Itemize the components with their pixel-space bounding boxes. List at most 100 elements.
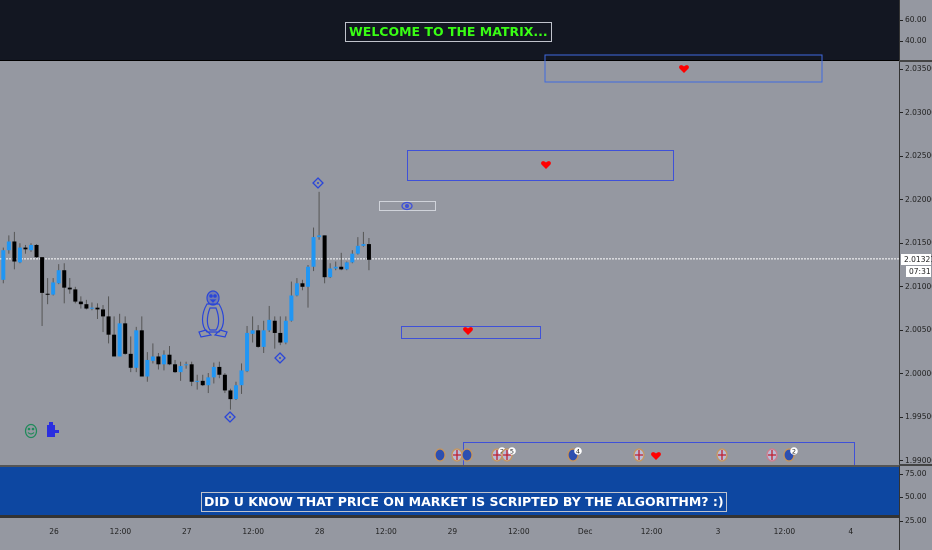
candle [311, 227, 316, 272]
candle [62, 263, 67, 304]
candle [195, 374, 200, 390]
flag-circle [434, 448, 446, 462]
flag-event-icon[interactable] [434, 448, 446, 462]
candle-body [300, 283, 305, 287]
candle-body [311, 237, 316, 267]
candle-body [51, 282, 56, 295]
price-tick: 1.99000 [900, 456, 932, 465]
time-tick: 3 [715, 527, 721, 536]
candle-body [289, 295, 294, 321]
pane-divider[interactable] [899, 464, 932, 466]
flag-event-icon[interactable] [461, 448, 473, 462]
drawing-box-top[interactable] [544, 54, 823, 83]
candle-body [101, 309, 106, 317]
candle-body [29, 244, 33, 251]
puzzle-icon [47, 422, 59, 437]
candle [322, 235, 327, 284]
candle [306, 264, 310, 308]
flag-event-icon[interactable]: 2 [783, 447, 798, 462]
event-badge [508, 447, 516, 455]
candle-body [17, 247, 22, 263]
candle [45, 278, 50, 305]
flag-cross [493, 450, 501, 460]
candle-body [233, 385, 238, 400]
candle [178, 361, 183, 381]
candle [278, 316, 283, 346]
candle [84, 299, 89, 310]
candle [67, 278, 72, 294]
heart-icon [541, 161, 551, 169]
flag-event-icon[interactable] [716, 448, 728, 462]
candle-body [6, 241, 11, 251]
candle-body [278, 332, 283, 343]
candle [344, 261, 349, 271]
flag-event-icon[interactable]: 5 [501, 447, 516, 462]
candle [150, 343, 155, 364]
candle-body [150, 356, 155, 361]
bottom-pane-scale-tick: 50.00 [900, 492, 926, 501]
candle-body [206, 377, 211, 386]
candle-body [355, 245, 360, 254]
drawing-box-mid[interactable] [407, 150, 674, 181]
candle [228, 388, 233, 410]
candle [106, 296, 111, 344]
flag-cross [635, 450, 643, 460]
candle-body [217, 366, 222, 375]
flag-event-icon[interactable] [766, 448, 778, 462]
price-tick: 2.01000 [900, 282, 932, 291]
price-tick: 1.99500 [900, 412, 932, 421]
price-tick: 2.02500 [900, 151, 932, 160]
candle-body [200, 380, 205, 386]
candle-body [106, 316, 111, 335]
candle [283, 316, 288, 345]
candle [51, 278, 56, 296]
bottom-pane-scale-tick: 75.00 [900, 469, 926, 478]
flag-cross [768, 450, 776, 460]
heart-icon [679, 65, 689, 73]
candle [355, 237, 360, 255]
candle [339, 252, 344, 271]
candle-body [134, 330, 139, 368]
candle-body [328, 268, 333, 278]
candle [89, 302, 94, 311]
eye-box[interactable] [379, 201, 436, 211]
candle-body [317, 235, 322, 238]
candle-body [261, 330, 266, 347]
price-tick: 2.03000 [900, 108, 932, 117]
flag-event-icon[interactable] [633, 448, 645, 462]
smiley-icon [24, 423, 38, 439]
candle-body [156, 356, 161, 365]
current-price-label: 2.01321 [901, 254, 932, 265]
bottom-pane-scale-tick: 25.00 [900, 516, 926, 525]
candle-body [228, 390, 233, 400]
drawing-box-low[interactable] [401, 326, 541, 339]
candle-body [139, 330, 144, 377]
candle [239, 363, 244, 394]
candle [101, 305, 106, 333]
candle-body [167, 354, 172, 365]
candle-body [272, 320, 277, 333]
flag-circle [461, 448, 473, 462]
candle-body [222, 374, 227, 391]
pane-divider[interactable] [899, 60, 932, 62]
time-axis[interactable]: 26 12:00 27 12:00 28 12:00 29 12:00 Dec 12:00 3 12:… [0, 517, 899, 550]
flag-event-icon[interactable]: 4 [567, 447, 582, 462]
candle-body [78, 301, 83, 305]
candle-body [62, 270, 67, 288]
candle [245, 325, 250, 373]
candle-body [283, 320, 288, 343]
candle [333, 261, 338, 271]
candle [328, 263, 333, 279]
candle-body [339, 266, 344, 270]
candle-body [294, 283, 299, 296]
time-tick: 12:00 [640, 527, 663, 536]
candle [200, 374, 205, 387]
candle-body [344, 262, 349, 270]
flag-event-icon[interactable] [451, 448, 463, 462]
candle-body [245, 332, 250, 372]
diamond-shape [224, 411, 236, 423]
top-pane-scale-tick: 60.00 [900, 15, 926, 24]
flag-cross [453, 450, 461, 460]
candle [366, 237, 371, 271]
